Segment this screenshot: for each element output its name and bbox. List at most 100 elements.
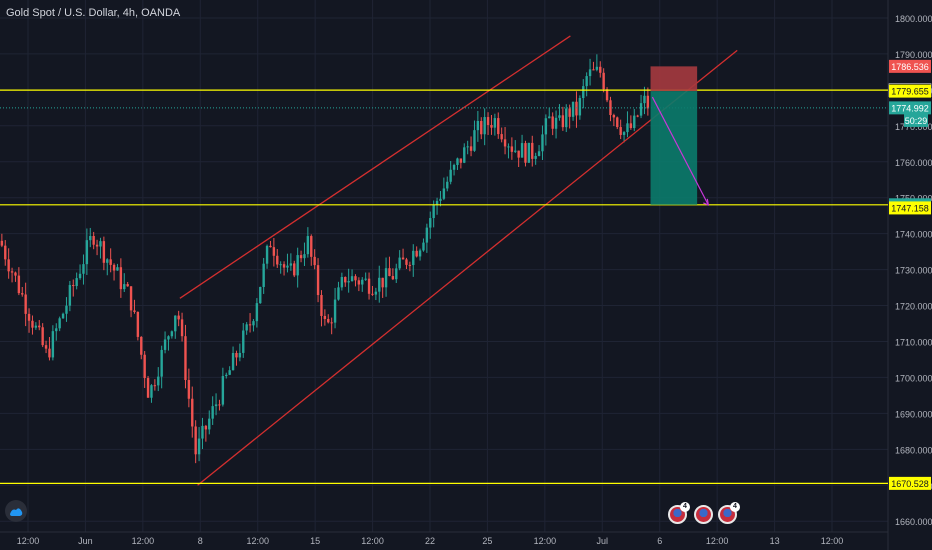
price-tick-label: 1710.000 — [895, 337, 932, 347]
price-axis-label-text: 50:29 — [905, 116, 928, 126]
candle — [578, 98, 582, 116]
candle — [7, 259, 10, 272]
candle — [374, 291, 378, 295]
event-count-badge: 4 — [680, 502, 690, 512]
candle — [500, 134, 503, 140]
price-tick-label: 1790.000 — [895, 50, 932, 60]
candle — [150, 385, 153, 398]
us-flag-event-icon[interactable] — [694, 505, 713, 524]
candle — [418, 250, 422, 257]
candle — [561, 115, 565, 128]
candle — [180, 319, 184, 337]
candle — [0, 240, 4, 246]
candle — [476, 120, 480, 131]
candle — [350, 276, 354, 282]
candle — [191, 398, 194, 427]
candle — [405, 259, 408, 265]
candle — [639, 103, 643, 116]
candle — [422, 242, 425, 251]
price-axis-label-text: 1779.655 — [891, 87, 929, 97]
price-tick-label: 1760.000 — [895, 158, 932, 168]
candle — [395, 268, 398, 280]
candle — [442, 188, 446, 199]
price-tick-label: 1730.000 — [895, 266, 932, 276]
candle — [412, 250, 415, 266]
price-axis-label — [889, 476, 931, 490]
candle — [609, 100, 612, 116]
candle — [520, 143, 524, 158]
take-profit-zone — [650, 91, 698, 205]
candle — [204, 425, 208, 430]
candle — [463, 147, 466, 163]
time-tick-label: 12:00 — [706, 536, 729, 546]
candle — [534, 155, 537, 159]
candle — [109, 259, 112, 265]
candle — [265, 245, 269, 264]
candle — [296, 255, 299, 276]
candles — [0, 54, 650, 464]
time-tick-label: 13 — [770, 536, 780, 546]
candle — [187, 380, 191, 399]
candle — [208, 418, 211, 430]
candle — [473, 130, 476, 151]
candle — [221, 376, 225, 405]
candle — [143, 354, 146, 379]
tradingview-logo-icon[interactable] — [5, 500, 27, 522]
candle — [571, 101, 575, 117]
candle — [242, 330, 245, 353]
candle — [415, 250, 418, 257]
chart-title: Gold Spot / U.S. Dollar, 4h, OANDA — [6, 7, 181, 19]
candle — [391, 276, 395, 280]
us-flag-event-icon[interactable]: 4 — [668, 502, 690, 524]
candle — [469, 146, 473, 151]
candle — [537, 151, 541, 156]
candle — [136, 311, 140, 337]
candle — [252, 321, 255, 326]
candle — [622, 132, 626, 135]
candle — [548, 116, 551, 119]
candle — [367, 278, 371, 294]
candle — [245, 324, 248, 331]
time-tick-label: 8 — [198, 536, 203, 546]
candle — [316, 265, 320, 296]
candle — [78, 273, 82, 279]
candle — [48, 348, 51, 358]
candle — [238, 352, 242, 358]
time-tick-label: Jun — [78, 536, 93, 546]
candle — [636, 115, 639, 117]
candle — [214, 404, 218, 407]
candle — [167, 336, 170, 340]
price-axis-label-text: 1786.536 — [891, 62, 929, 72]
time-tick-label: 6 — [657, 536, 662, 546]
projection-arrowhead — [703, 198, 710, 206]
price-axis-label — [889, 101, 931, 115]
candle — [517, 150, 520, 158]
candle — [89, 236, 92, 241]
candle — [24, 294, 27, 314]
candle — [378, 277, 381, 292]
economic-events: 4 4 — [668, 502, 758, 529]
candle — [490, 125, 493, 128]
candle — [435, 200, 439, 205]
candle — [408, 264, 412, 266]
candle — [384, 268, 388, 288]
candle — [381, 277, 384, 288]
candle — [619, 127, 622, 135]
candle — [354, 276, 357, 281]
candle — [446, 181, 449, 189]
candle — [197, 438, 201, 455]
candle — [585, 76, 588, 87]
candle — [95, 244, 99, 247]
candle — [228, 370, 231, 375]
candle — [72, 285, 75, 287]
time-tick-label: Jul — [597, 536, 609, 546]
candle — [51, 331, 55, 358]
price-tick-label: 1660.000 — [895, 517, 932, 527]
candle — [92, 236, 95, 245]
us-flag-event-icon[interactable]: 4 — [718, 502, 740, 524]
candle — [449, 169, 452, 182]
candle — [510, 146, 514, 152]
time-tick-label: 12:00 — [534, 536, 557, 546]
candle — [153, 385, 157, 387]
